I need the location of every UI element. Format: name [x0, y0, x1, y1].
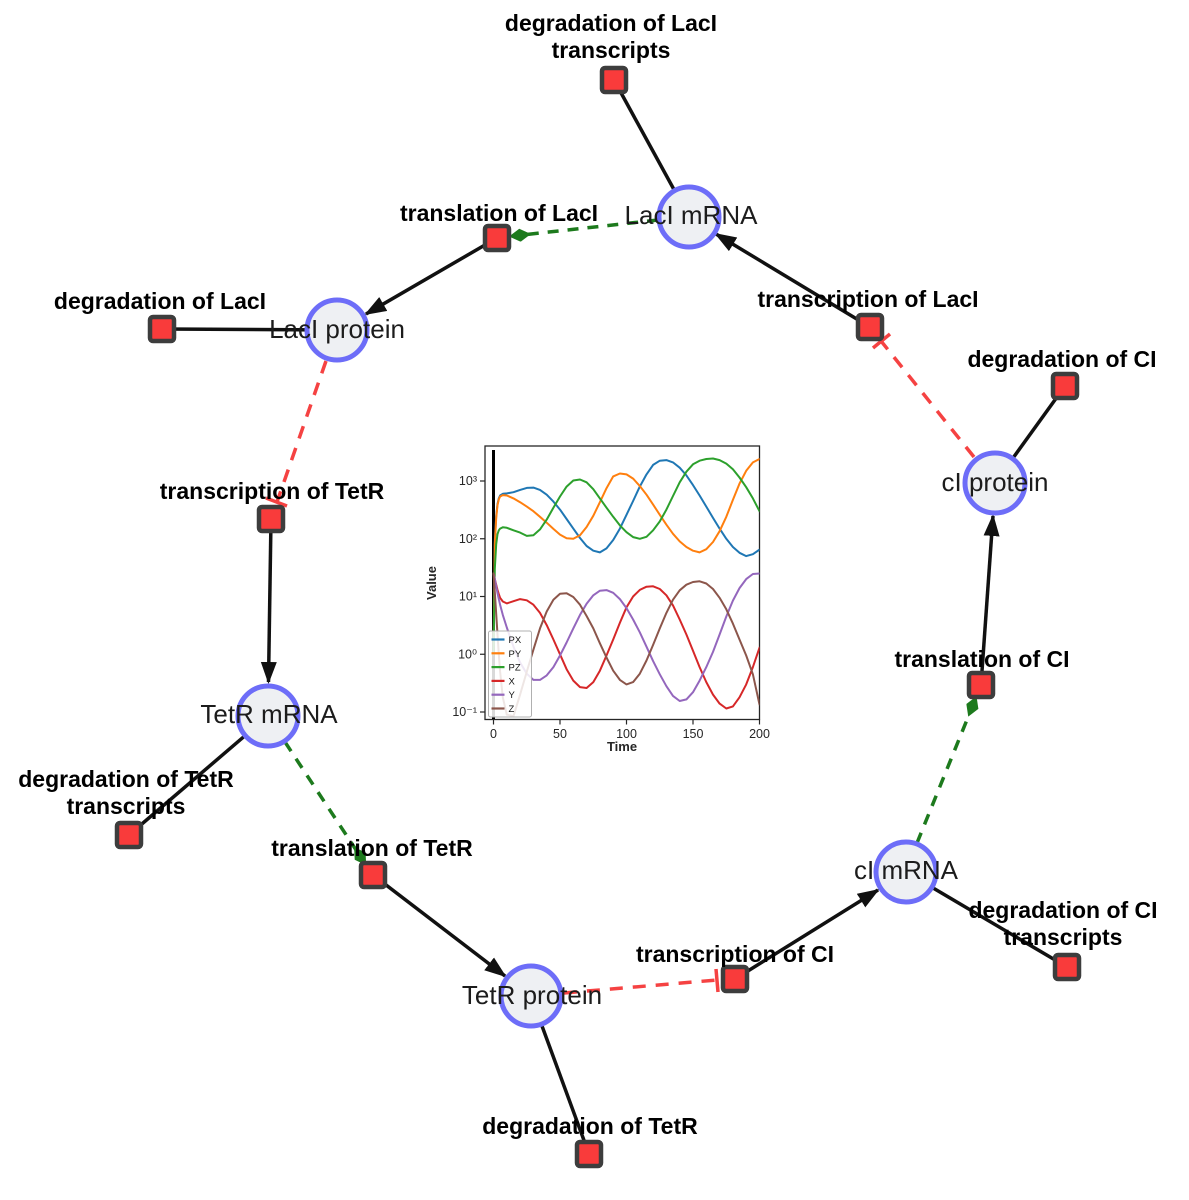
reaction-label-degradation-laci-transcripts-1: degradation of LacI	[505, 10, 717, 36]
inhibition-edges	[265, 332, 976, 995]
edge-laci-protein-inhibits-transcription-tetr	[275, 360, 328, 503]
inset-plot: 0 50 100 150 200 10³ 10² 10¹ 10⁰ 10⁻¹ PX PY PZ XYZ T…	[424, 445, 770, 754]
reaction-label-degradation-ci-transcripts-2: transcripts	[1004, 924, 1123, 950]
legend-label-Z: Z	[509, 704, 515, 715]
reaction-label-degradation-ci-transcripts-1: degradation of CI	[968, 897, 1157, 923]
edge-laci-mrna-modifies-translation	[509, 218, 659, 242]
tbar-transcription-ci	[714, 968, 720, 993]
edge-ci-mrna-modifies-translation	[915, 696, 979, 844]
species-node-tetr-mrna[interactable]	[235, 683, 301, 749]
reaction-label-degradation-ci: degradation of CI	[967, 346, 1156, 372]
y-tick-label: 10²	[459, 532, 477, 546]
reaction-label-translation-ci: translation of CI	[894, 646, 1069, 672]
reaction-label-transcription-laci: transcription of LacI	[757, 286, 978, 312]
x-tick-label: 100	[616, 727, 637, 741]
x-tick-label: 150	[683, 727, 704, 741]
reaction-node-transcription-laci[interactable]	[855, 312, 885, 342]
x-axis-label: Time	[607, 739, 637, 754]
legend-label-PX: PX	[509, 635, 522, 646]
reaction-label-degradation-laci: degradation of LacI	[54, 288, 266, 314]
x-tick-label: 0	[490, 727, 497, 741]
edge-ci-protein-inhibits-transcription-laci	[879, 339, 976, 459]
reaction-label-degradation-laci-transcripts-2: transcripts	[552, 37, 671, 63]
modifier-edges	[283, 218, 979, 866]
reaction-label-translation-laci: translation of LacI	[400, 200, 598, 226]
reaction-node-degradation-ci[interactable]	[1050, 371, 1080, 401]
reaction-label-degradation-tetr-transcripts-2: transcripts	[67, 793, 186, 819]
reaction-node-degradation-laci[interactable]	[147, 314, 177, 344]
series-line-PY	[492, 458, 760, 656]
legend-label-PY: PY	[509, 649, 522, 660]
species-node-ci-protein[interactable]	[962, 450, 1028, 516]
species-node-ci-mrna[interactable]	[873, 839, 939, 905]
reaction-label-degradation-tetr-transcripts-1: degradation of TetR	[18, 766, 234, 792]
reaction-label-transcription-tetr: transcription of TetR	[160, 478, 385, 504]
species-node-laci-protein[interactable]	[304, 297, 370, 363]
x-tick-label: 50	[553, 727, 567, 741]
reaction-node-degradation-laci-transcripts[interactable]	[599, 65, 629, 95]
reaction-node-degradation-tetr-transcripts[interactable]	[114, 820, 144, 850]
species-node-laci-mrna[interactable]	[656, 184, 722, 250]
y-tick-label: 10³	[459, 474, 477, 488]
tbar-transcription-tetr	[265, 496, 288, 508]
reaction-node-translation-tetr[interactable]	[358, 860, 388, 890]
y-tick-label: 10¹	[459, 590, 477, 604]
species-label-ci-mrna: cI mRNA	[854, 855, 959, 885]
legend-label-X: X	[509, 676, 516, 687]
reaction-label-transcription-ci: transcription of CI	[636, 941, 834, 967]
y-tick-label: 10⁰	[458, 647, 477, 661]
y-tick-label: 10⁻¹	[452, 705, 477, 719]
legend-label-Y: Y	[509, 690, 516, 701]
edge-translation-tetr-to-protein	[371, 873, 507, 978]
plot-axes: 0 50 100 150 200 10³ 10² 10¹ 10⁰ 10⁻¹	[452, 474, 770, 741]
edge-transcription-tetr-to-mrna	[260, 518, 277, 684]
y-axis-label: Value	[424, 566, 439, 600]
reaction-node-transcription-tetr[interactable]	[256, 504, 286, 534]
reaction-nodes	[114, 65, 1082, 1169]
series-line-PZ	[492, 457, 760, 656]
edge-tetr-mrna-modifies-translation	[283, 741, 367, 866]
species-label-laci-protein: LacI protein	[269, 314, 405, 344]
reaction-node-degradation-tetr[interactable]	[574, 1139, 604, 1169]
reaction-node-transcription-ci[interactable]	[720, 964, 750, 994]
edge-transcription-laci-to-mrna	[714, 232, 871, 329]
species-label-tetr-mrna: TetR mRNA	[200, 699, 338, 729]
reaction-labels: degradation of LacI transcripts translat…	[18, 10, 1157, 1139]
species-label-laci-mrna: LacI mRNA	[625, 200, 759, 230]
edge-transcription-ci-to-mrna	[734, 888, 880, 981]
reaction-label-translation-tetr: translation of TetR	[271, 835, 473, 861]
species-label-tetr-protein: TetR protein	[462, 980, 602, 1010]
reaction-node-degradation-ci-transcripts[interactable]	[1052, 952, 1082, 982]
edge-translation-ci-to-protein	[979, 514, 1000, 686]
species-nodes	[235, 184, 1028, 1029]
species-node-tetr-protein[interactable]	[498, 963, 564, 1029]
legend-label-PZ: PZ	[509, 663, 521, 674]
series-line-PX	[492, 459, 760, 656]
species-label-ci-protein: cI protein	[942, 467, 1049, 497]
reaction-node-translation-ci[interactable]	[966, 670, 996, 700]
plot-legend: PX PY PZ XYZ	[488, 630, 532, 718]
x-tick-label: 200	[749, 727, 770, 741]
edge-tetr-protein-inhibits-transcription-ci	[563, 978, 718, 995]
series-line-X	[492, 572, 760, 710]
reaction-label-degradation-tetr: degradation of TetR	[482, 1113, 698, 1139]
reaction-node-translation-laci[interactable]	[482, 223, 512, 253]
species-labels: LacI mRNA LacI protein TetR mRNA TetR pr…	[200, 200, 1048, 1010]
edge-translation-laci-to-protein	[364, 236, 498, 316]
production-edges	[260, 232, 1000, 981]
tbar-transcription-laci	[871, 332, 892, 350]
